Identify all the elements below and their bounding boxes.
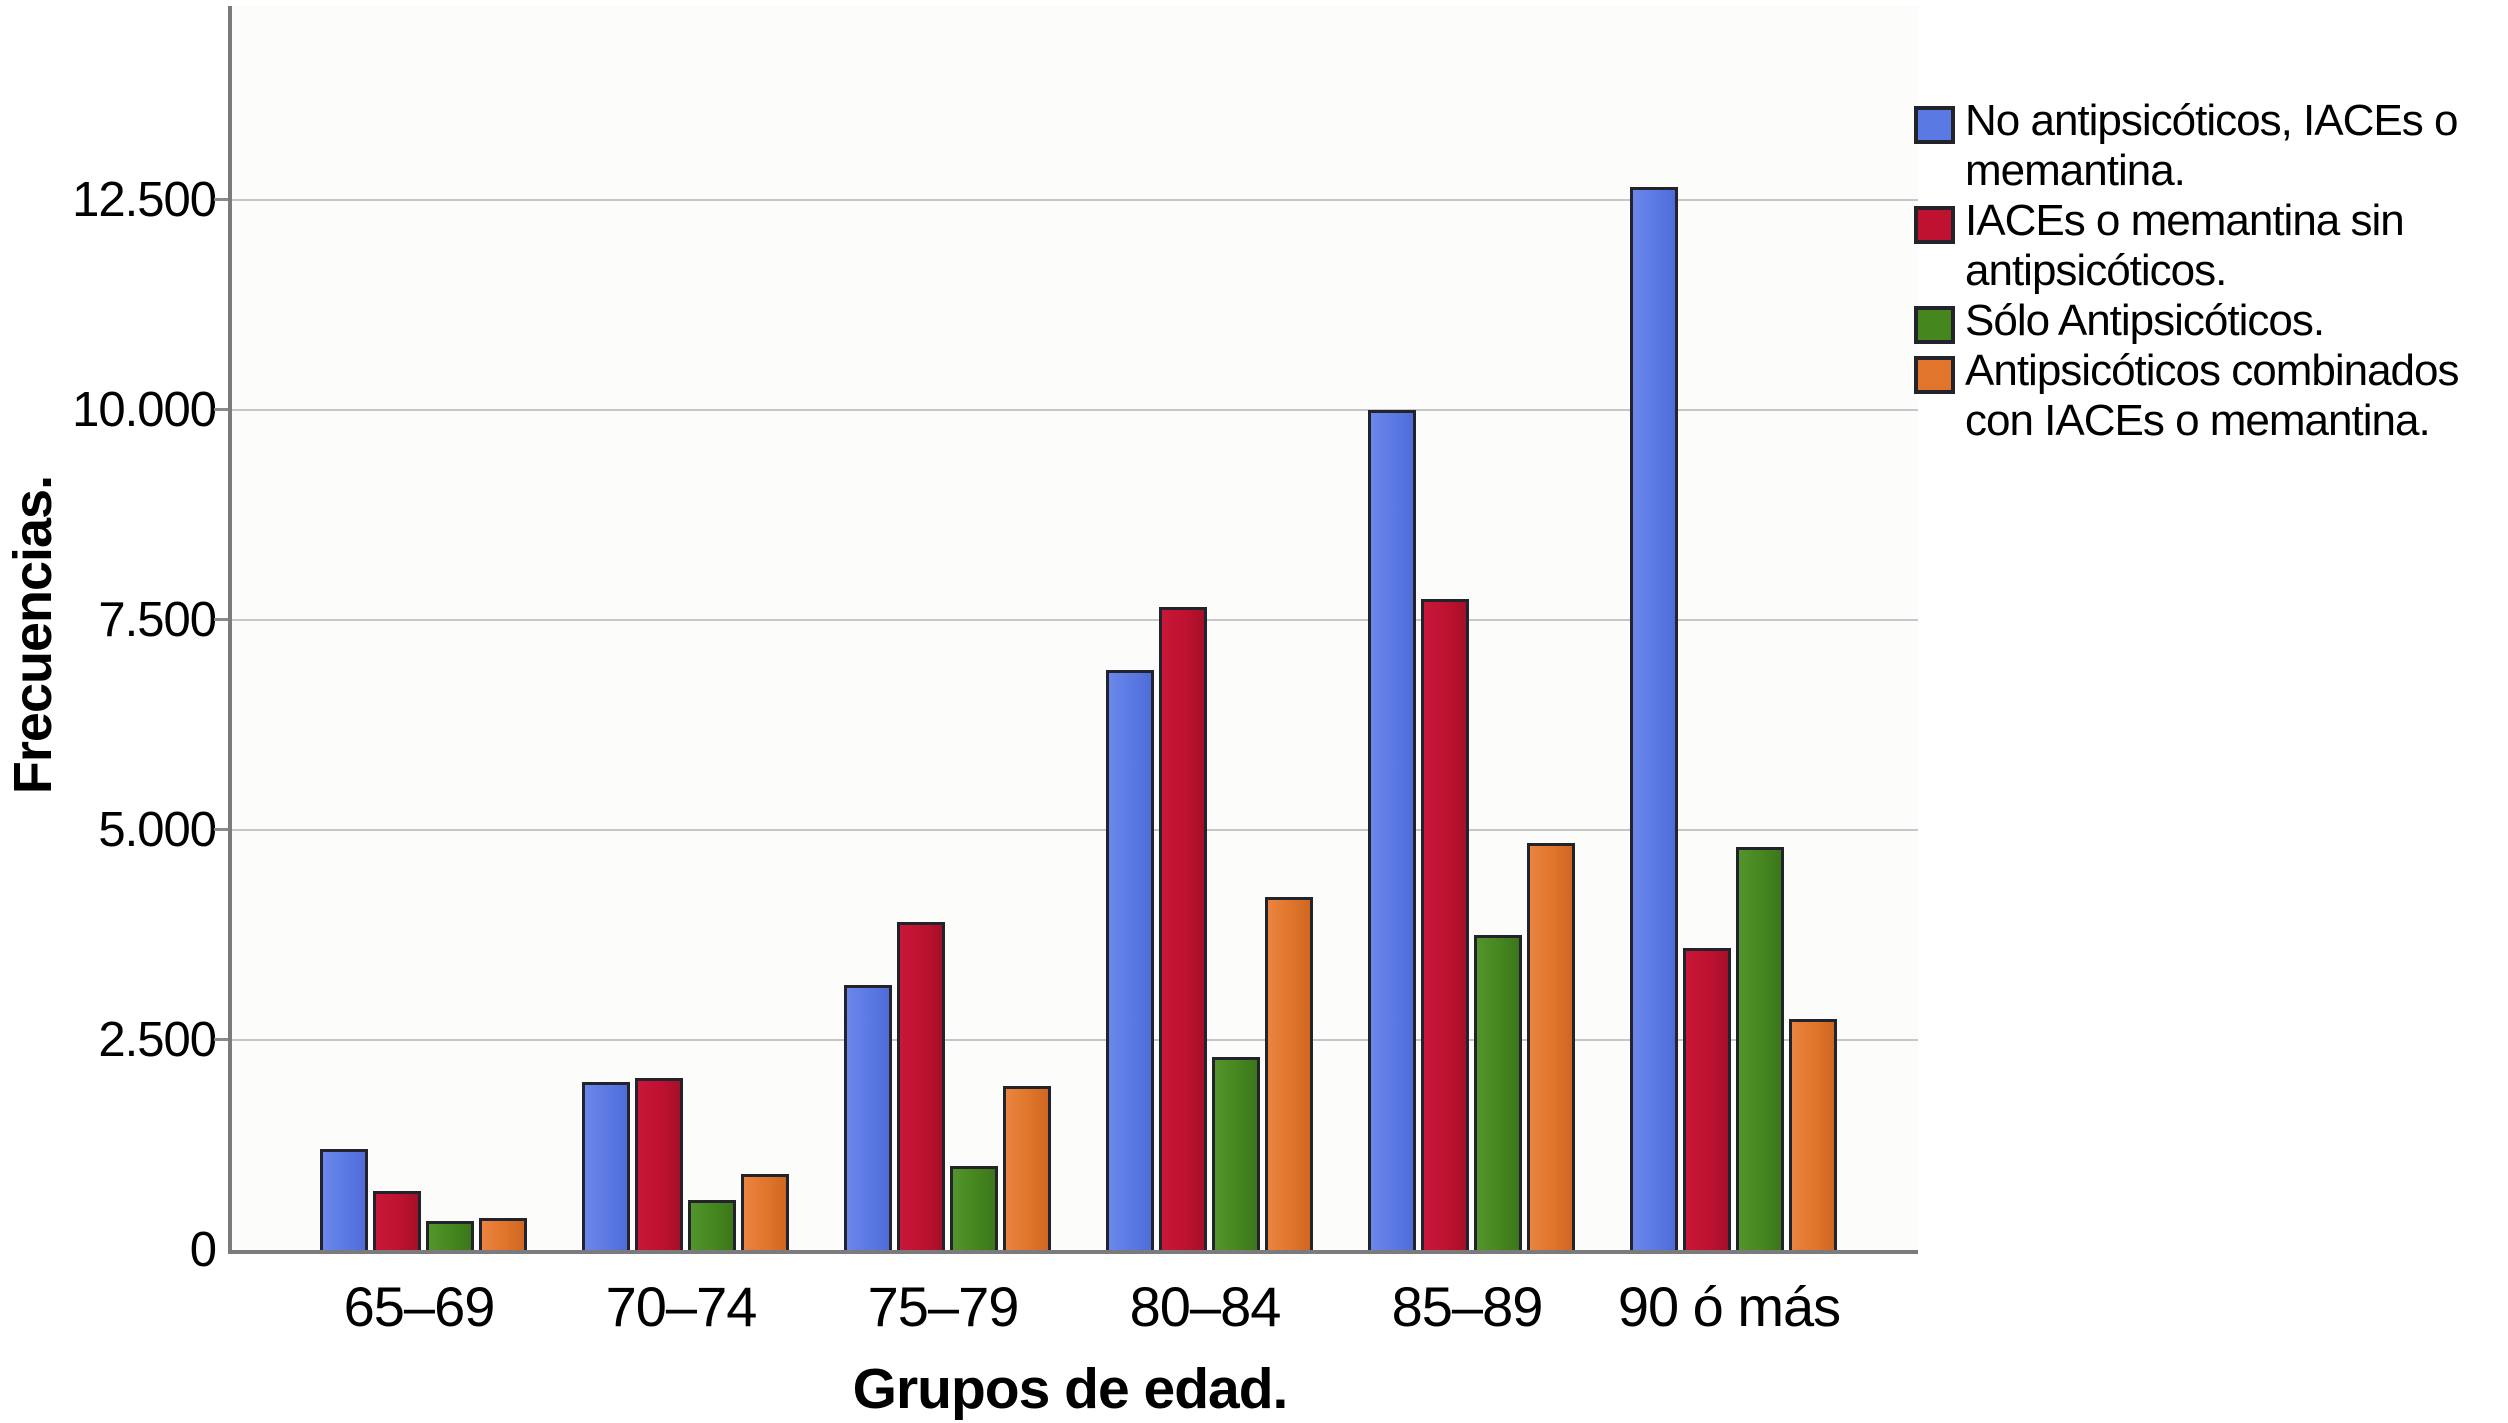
y-tick-10000	[214, 408, 228, 411]
x-axis-title: Grupos de edad.	[852, 1357, 1289, 1421]
bar	[1158, 607, 1207, 1250]
legend-item: No antipsicóticos, IACEs o memantina.	[1914, 96, 2508, 196]
gridline-12500	[232, 199, 1918, 201]
bar	[687, 1200, 736, 1250]
bar-group-75–79	[843, 6, 1051, 1250]
y-tick-5000	[214, 828, 228, 831]
legend-swatch-icon	[1914, 306, 1955, 344]
x-tick-label-70–74: 70–74	[605, 1275, 758, 1338]
gridline-2500	[232, 1039, 1918, 1041]
legend-label: Sólo Antipsicóticos.	[1965, 296, 2325, 345]
bar-group-90 ó más	[1629, 6, 1837, 1250]
bar	[1420, 599, 1469, 1250]
gridline-5000	[232, 829, 1918, 831]
y-tick-7500	[214, 618, 228, 621]
bar-group-65–69	[319, 6, 527, 1250]
x-tick-label-75–79: 75–79	[867, 1275, 1020, 1338]
legend-label: IACEs o memantina sin antipsicóticos.	[1965, 196, 2405, 295]
bar	[1367, 410, 1416, 1250]
y-tick-12500	[214, 198, 228, 201]
bar-group-70–74	[581, 6, 789, 1250]
y-tick-label-5000: 5.000	[98, 803, 217, 857]
legend-item: Sólo Antipsicóticos.	[1914, 296, 2508, 346]
bar	[949, 1166, 998, 1250]
bar	[581, 1082, 630, 1250]
x-tick-label-90 ó más: 90 ó más	[1617, 1275, 1841, 1338]
bar	[740, 1174, 789, 1250]
y-tick-label-10000: 10.000	[72, 383, 217, 437]
bar	[319, 1149, 368, 1250]
legend-label: No antipsicóticos, IACEs o memantina.	[1965, 96, 2458, 195]
bar	[1002, 1086, 1051, 1250]
gridline-7500	[232, 619, 1918, 621]
bar-group-85–89	[1367, 6, 1575, 1250]
y-tick-2500	[214, 1038, 228, 1041]
y-tick-label-0: 0	[189, 1223, 217, 1277]
legend-swatch-icon	[1914, 356, 1955, 394]
bar	[1264, 897, 1313, 1250]
bar	[1211, 1057, 1260, 1250]
legend-item: IACEs o memantina sin antipsicóticos.	[1914, 196, 2508, 296]
legend-item: Antipsicóticos combinados con IACEs o mem…	[1914, 346, 2508, 446]
bar	[843, 985, 892, 1250]
legend-swatch-icon	[1914, 106, 1955, 144]
plot-area	[214, 6, 1918, 1254]
bar	[1629, 187, 1678, 1250]
x-tick-label-65–69: 65–69	[343, 1275, 496, 1338]
bar	[478, 1218, 527, 1250]
bar	[1682, 948, 1731, 1250]
bar-group-80–84	[1105, 6, 1313, 1250]
x-tick-label-80–84: 80–84	[1129, 1275, 1282, 1338]
gridline-10000	[232, 409, 1918, 411]
legend-swatch-icon	[1914, 206, 1955, 244]
bar	[1105, 670, 1154, 1250]
y-tick-label-2500: 2.500	[98, 1013, 217, 1067]
bar	[1735, 847, 1784, 1250]
bar	[1473, 935, 1522, 1250]
y-tick-label-7500: 7.500	[98, 593, 217, 647]
bar	[425, 1221, 474, 1250]
bar	[372, 1191, 421, 1250]
bar	[1788, 1019, 1837, 1250]
bar	[1526, 843, 1575, 1250]
y-tick-label-12500: 12.500	[72, 173, 217, 227]
legend: No antipsicóticos, IACEs o memantina. IACE…	[1914, 96, 2508, 446]
bar	[896, 922, 945, 1250]
bar	[634, 1078, 683, 1250]
x-tick-label-85–89: 85–89	[1391, 1275, 1544, 1338]
legend-label: Antipsicóticos combinados con IACEs o mem…	[1965, 346, 2459, 445]
